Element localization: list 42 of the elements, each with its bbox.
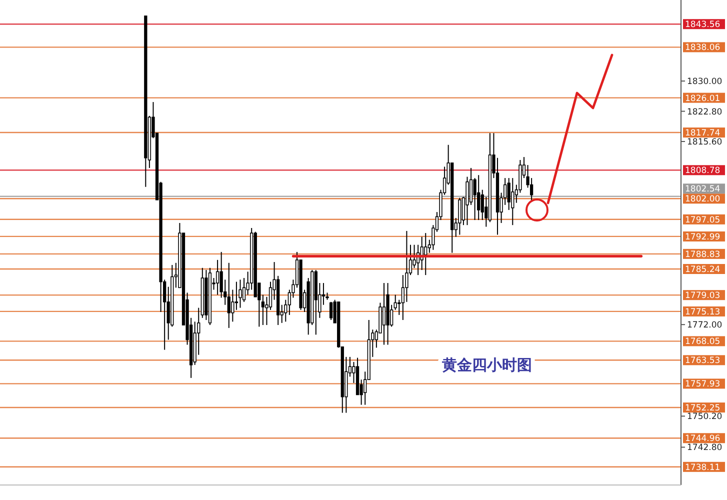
candlestick: [469, 167, 473, 206]
y-tick-label: 1815.60: [687, 138, 722, 148]
candlestick: [511, 178, 514, 226]
ref-line-label: 1797.05: [685, 215, 720, 226]
y-tick-label: 1822.80: [687, 107, 722, 118]
y-tick-label: 1742.80: [687, 443, 722, 454]
candlestick: [216, 259, 220, 296]
candlestick: [234, 281, 238, 310]
ref-line-label: 1817.74: [685, 128, 720, 139]
ref-line-label: 1788.83: [685, 250, 720, 260]
ref-line-label: 1802.00: [685, 194, 720, 205]
ref-line-label: 1763.53: [685, 356, 720, 366]
candlestick: [473, 178, 476, 221]
candlestick: [329, 301, 333, 320]
candlestick: [424, 232, 428, 276]
ref-line-label: 1775.13: [685, 307, 720, 318]
ref-line-label: 1838.06: [685, 43, 720, 54]
y-tick-label: 1772.00: [687, 320, 722, 331]
candlestick: [268, 281, 272, 310]
candlestick: [231, 289, 234, 322]
y-tick-label: 1750.20: [687, 412, 722, 422]
ref-line-label: 1768.05: [685, 337, 720, 348]
y-tick-label: 1830.00: [687, 77, 722, 88]
ref-line-label: 1752.25: [685, 404, 720, 414]
ref-line-label: 1744.96: [685, 434, 720, 444]
candlestick: [261, 294, 265, 326]
candlestick: [477, 174, 480, 221]
ref-line-label: 1792.99: [685, 232, 720, 242]
candlestick: [227, 262, 230, 328]
candlestick: [458, 197, 462, 236]
candlestick: [238, 279, 242, 308]
candlestick: [242, 277, 246, 302]
candlestick: [382, 282, 386, 346]
ref-line-label: 1808.78: [685, 166, 720, 176]
ref-line-label: 1785.24: [685, 264, 720, 275]
ref-line-label: 1826.01: [685, 94, 720, 104]
ref-line-label: 1757.93: [685, 380, 720, 390]
annotation: 黄金四小时图: [441, 356, 532, 374]
ref-line-label: 1779.03: [685, 291, 720, 302]
ref-line-label: 1738.11: [685, 462, 720, 473]
ref-line-label: 1802.54: [685, 184, 720, 195]
ref-line-label: 1843.56: [685, 20, 720, 30]
